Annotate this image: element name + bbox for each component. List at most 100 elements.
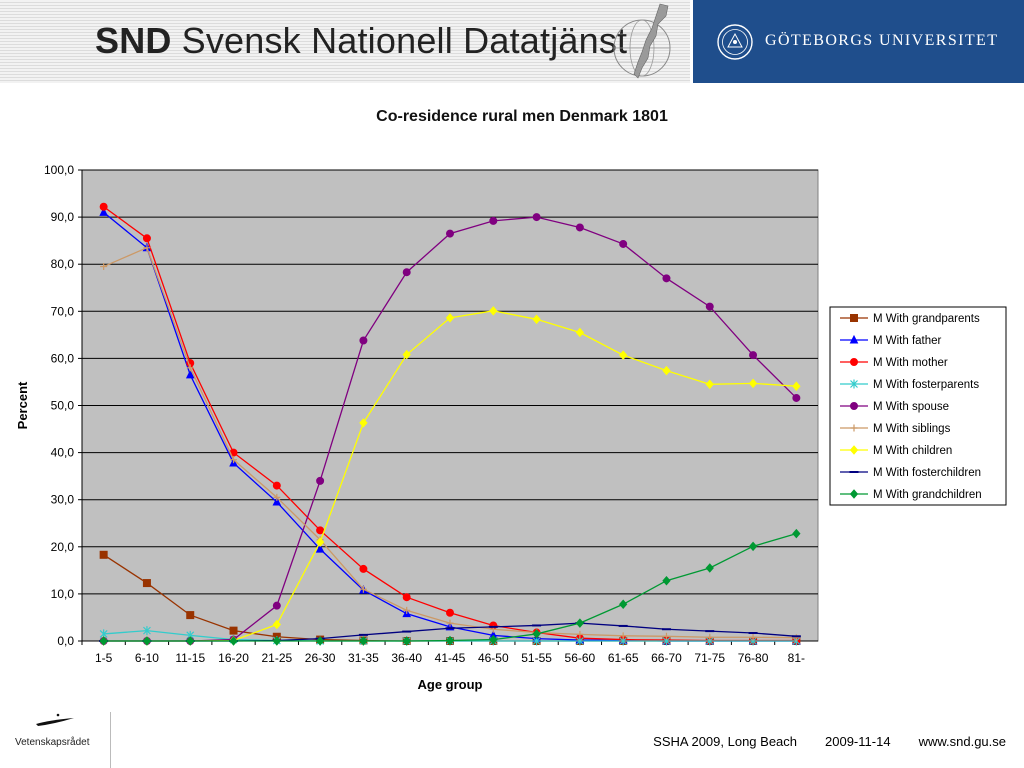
gu-header-banner xyxy=(693,0,1024,83)
x-tick-label: 51-55 xyxy=(521,651,552,665)
legend-label: M With grandparents xyxy=(873,313,980,325)
data-point xyxy=(142,636,152,646)
data-point xyxy=(272,619,281,630)
data-point xyxy=(662,632,670,640)
footer-conference: SSHA 2009, Long Beach xyxy=(653,734,798,749)
data-point xyxy=(489,634,498,645)
data-point xyxy=(619,239,628,248)
vetenskapsradet-mark-icon xyxy=(36,713,74,726)
data-point xyxy=(272,481,281,490)
data-point xyxy=(143,626,151,636)
data-point xyxy=(575,327,585,338)
data-point xyxy=(273,493,281,501)
data-point xyxy=(445,635,455,646)
data-point xyxy=(359,636,368,646)
data-point xyxy=(748,378,758,389)
data-point xyxy=(749,633,757,641)
x-tick-label: 1-5 xyxy=(95,651,113,665)
data-point xyxy=(186,611,195,620)
chart-title: Co-residence rural men Denmark 1801 xyxy=(376,108,668,125)
snd-abbreviation: SND xyxy=(95,20,172,61)
data-point xyxy=(316,476,325,485)
x-tick-label: 56-60 xyxy=(565,651,596,665)
data-point xyxy=(446,619,454,627)
legend-label: M With grandchildren xyxy=(873,489,982,501)
data-point xyxy=(186,364,194,372)
y-tick-label: 60,0 xyxy=(51,351,75,365)
data-point xyxy=(849,334,859,344)
data-point xyxy=(532,213,541,222)
data-point xyxy=(359,336,368,345)
data-point xyxy=(792,381,801,391)
data-point xyxy=(489,216,498,225)
y-tick-label: 0,0 xyxy=(57,634,74,648)
data-point xyxy=(849,489,859,499)
legend-label: M With spouse xyxy=(873,401,949,413)
data-point xyxy=(705,379,714,390)
y-tick-label: 70,0 xyxy=(51,304,75,318)
x-tick-label: 81- xyxy=(788,651,805,665)
data-point xyxy=(402,349,411,360)
data-point xyxy=(706,633,714,641)
y-tick-label: 90,0 xyxy=(51,210,75,224)
legend-label: M With father xyxy=(873,335,942,347)
data-point xyxy=(850,424,858,432)
x-tick-label: 16-20 xyxy=(218,651,249,665)
data-point xyxy=(100,263,108,271)
data-point xyxy=(575,636,584,646)
data-point xyxy=(532,629,541,639)
university-name: GÖTEBORGS UNIVERSITET xyxy=(765,32,999,49)
vetenskapsradet-logo xyxy=(0,712,111,768)
x-tick-label: 11-15 xyxy=(175,651,205,665)
x-tick-label: 21-25 xyxy=(261,651,292,665)
data-point xyxy=(99,202,108,211)
data-point xyxy=(402,593,411,602)
x-tick-label: 61-65 xyxy=(608,651,639,665)
data-point xyxy=(446,608,454,617)
legend-label: M With fosterchildren xyxy=(873,467,981,479)
data-point xyxy=(662,575,671,586)
data-point xyxy=(403,606,411,614)
data-point xyxy=(402,636,411,646)
data-point xyxy=(272,601,281,610)
x-axis-label: Age group xyxy=(418,677,483,692)
data-point xyxy=(705,563,714,573)
y-tick-label: 100,0 xyxy=(44,163,74,177)
vetenskapsradet-text: Vetenskapsrådet xyxy=(15,737,90,748)
footer-website[interactable]: www.snd.gu.se xyxy=(918,734,1006,749)
x-tick-label: 36-40 xyxy=(391,651,422,665)
data-point xyxy=(489,306,498,316)
data-point xyxy=(185,369,195,379)
y-tick-label: 80,0 xyxy=(51,257,75,271)
data-point xyxy=(229,636,238,646)
data-point xyxy=(315,544,325,553)
x-tick-label: 6-10 xyxy=(135,651,159,665)
x-tick-label: 26-30 xyxy=(305,651,336,665)
legend-label: M With siblings xyxy=(873,423,951,435)
data-point xyxy=(446,229,454,238)
data-point xyxy=(748,541,758,552)
data-point xyxy=(850,402,858,410)
data-point xyxy=(619,632,627,640)
data-point xyxy=(230,456,238,464)
data-point xyxy=(359,418,368,428)
data-point xyxy=(272,496,282,506)
legend-label: M With children xyxy=(873,445,952,457)
snd-full-name: Svensk Nationell Datatjänst xyxy=(181,20,628,61)
data-point xyxy=(705,302,714,311)
x-tick-label: 76-80 xyxy=(738,651,769,665)
data-point xyxy=(402,268,411,277)
data-point xyxy=(272,636,281,646)
legend-label: M With mother xyxy=(873,357,948,369)
data-point xyxy=(575,223,584,232)
y-tick-label: 10,0 xyxy=(51,587,75,601)
university-seal-icon xyxy=(717,24,753,60)
legend-label: M With fosterparents xyxy=(873,379,979,391)
data-point xyxy=(662,365,671,376)
data-point xyxy=(229,626,238,635)
data-point xyxy=(99,207,108,216)
data-point xyxy=(850,358,858,366)
data-point xyxy=(850,379,858,389)
footer-date: 2009-11-14 xyxy=(825,734,891,749)
